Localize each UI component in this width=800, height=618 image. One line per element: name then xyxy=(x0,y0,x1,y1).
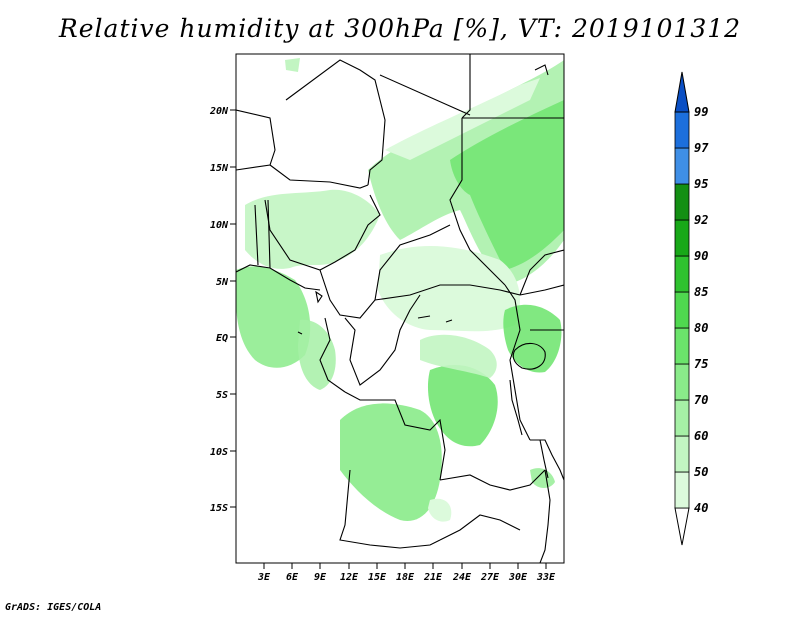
colorbar-segment-95-97 xyxy=(674,147,690,185)
lon-label-30e: 30E xyxy=(508,572,528,583)
colorbar-label-60: 60 xyxy=(694,429,708,443)
border-nigeria xyxy=(264,194,381,271)
colorbar-label-75: 75 xyxy=(694,357,708,371)
border-libya-chad xyxy=(379,74,471,116)
colorbar-label-50: 50 xyxy=(694,465,708,479)
credit-text: GrADS: IGES/COLA xyxy=(5,602,102,613)
humidity-region-drc xyxy=(427,365,498,447)
border-drc-east xyxy=(504,284,531,441)
border-zambia-south xyxy=(439,514,521,541)
lat-label-15s: 15S xyxy=(210,503,228,514)
humidity-region-drc-light xyxy=(420,334,497,378)
borders-layer xyxy=(236,54,564,563)
lake-malawi xyxy=(539,439,549,479)
lat-label-10s: 10S xyxy=(210,447,228,458)
border-ethiopia xyxy=(519,249,564,296)
lat-axis: 20N 15N 10N 5N EQ 5S 10S 15S xyxy=(209,106,236,514)
colorbar-bottom-arrow xyxy=(674,507,690,546)
lon-axis: 3E 6E 9E 12E 15E 18E 21E 24E 27E 30E 33E xyxy=(257,563,556,583)
border-uganda-kenya xyxy=(519,284,564,331)
colorbar-segment-85-90 xyxy=(674,255,690,293)
border-mozambique xyxy=(539,469,551,563)
humidity-region-central xyxy=(378,245,520,332)
colorbar: 40 50 60 70 75 80 85 90 92 95 97 99 xyxy=(674,71,709,546)
border-angola-south xyxy=(339,469,441,549)
colorbar-segment-75-80 xyxy=(674,327,690,365)
lon-label-6e: 6E xyxy=(286,572,299,583)
lon-label-15e: 15E xyxy=(368,572,387,583)
humidity-region-westafrica xyxy=(245,189,380,269)
lon-label-9e: 9E xyxy=(314,572,327,583)
colorbar-label-92: 92 xyxy=(694,213,708,227)
colorbar-top-arrow xyxy=(674,71,690,113)
colorbar-label-85: 85 xyxy=(694,285,708,299)
humidity-region-eastafrica xyxy=(503,304,562,373)
border-gabon xyxy=(319,317,346,393)
colorbar-label-99: 99 xyxy=(694,105,708,119)
border-congo xyxy=(344,294,421,386)
border-algeria-libya xyxy=(285,59,386,186)
lake-victoria xyxy=(512,342,546,370)
lon-label-24e: 24E xyxy=(452,572,472,583)
colorbar-segment-80-85 xyxy=(674,291,690,329)
humidity-patch-sahara xyxy=(285,58,300,72)
border-sahel xyxy=(269,164,369,189)
border-egypt-libya xyxy=(461,54,471,119)
border-car xyxy=(374,284,521,301)
border-west-coast xyxy=(236,264,321,291)
lat-label-5s: 5S xyxy=(216,390,228,401)
colorbar-label-70: 70 xyxy=(694,393,708,407)
colorbar-segment-97-99 xyxy=(674,111,690,149)
humidity-patch-east xyxy=(530,468,555,488)
lat-label-15n: 15N xyxy=(210,163,229,174)
lon-label-21e: 21E xyxy=(423,572,443,583)
humidity-region-gulf xyxy=(236,266,311,368)
border-benin-togo xyxy=(254,199,271,269)
chart-title: Relative humidity at 300hPa [%], VT: 201… xyxy=(58,14,742,43)
humidity-region-northeast-core xyxy=(450,100,564,270)
border-zambia xyxy=(439,469,546,491)
colorbar-segment-40-50 xyxy=(674,471,690,509)
humidity-region-congo-coast xyxy=(298,319,336,390)
colorbar-segment-70-75 xyxy=(674,363,690,401)
coast-small-islands xyxy=(297,290,453,335)
lat-label-10n: 10N xyxy=(210,220,229,231)
coast-sinai xyxy=(534,64,549,76)
lon-label-18e: 18E xyxy=(396,572,415,583)
border-niger-mali xyxy=(236,109,276,171)
lat-label-5n: 5N xyxy=(216,277,229,288)
colorbar-label-40: 40 xyxy=(694,501,708,515)
lon-label-12e: 12E xyxy=(340,572,359,583)
humidity-patch-zambia xyxy=(428,498,452,522)
lat-label-eq: EQ xyxy=(216,333,228,344)
colorbar-segment-50-60 xyxy=(674,435,690,473)
colorbar-label-80: 80 xyxy=(694,321,708,335)
colorbar-label-90: 90 xyxy=(694,249,708,263)
lon-label-3e: 3E xyxy=(257,572,271,583)
colorbar-segment-92-95 xyxy=(674,183,690,221)
colorbar-label-97: 97 xyxy=(694,141,709,155)
map-frame xyxy=(235,53,565,564)
lon-label-33e: 33E xyxy=(536,572,556,583)
colorbar-label-95: 95 xyxy=(694,177,708,191)
lat-label-20n: 20N xyxy=(209,106,229,117)
lake-tanganyika xyxy=(509,379,523,436)
humidity-layer xyxy=(236,58,564,522)
humidity-region-angola xyxy=(340,403,442,521)
border-chad-sudan xyxy=(449,118,506,286)
lon-label-27e: 27E xyxy=(480,572,500,583)
colorbar-segment-60-70 xyxy=(674,399,690,437)
colorbar-segment-90-92 xyxy=(674,219,690,257)
border-drc-angola xyxy=(344,391,446,481)
